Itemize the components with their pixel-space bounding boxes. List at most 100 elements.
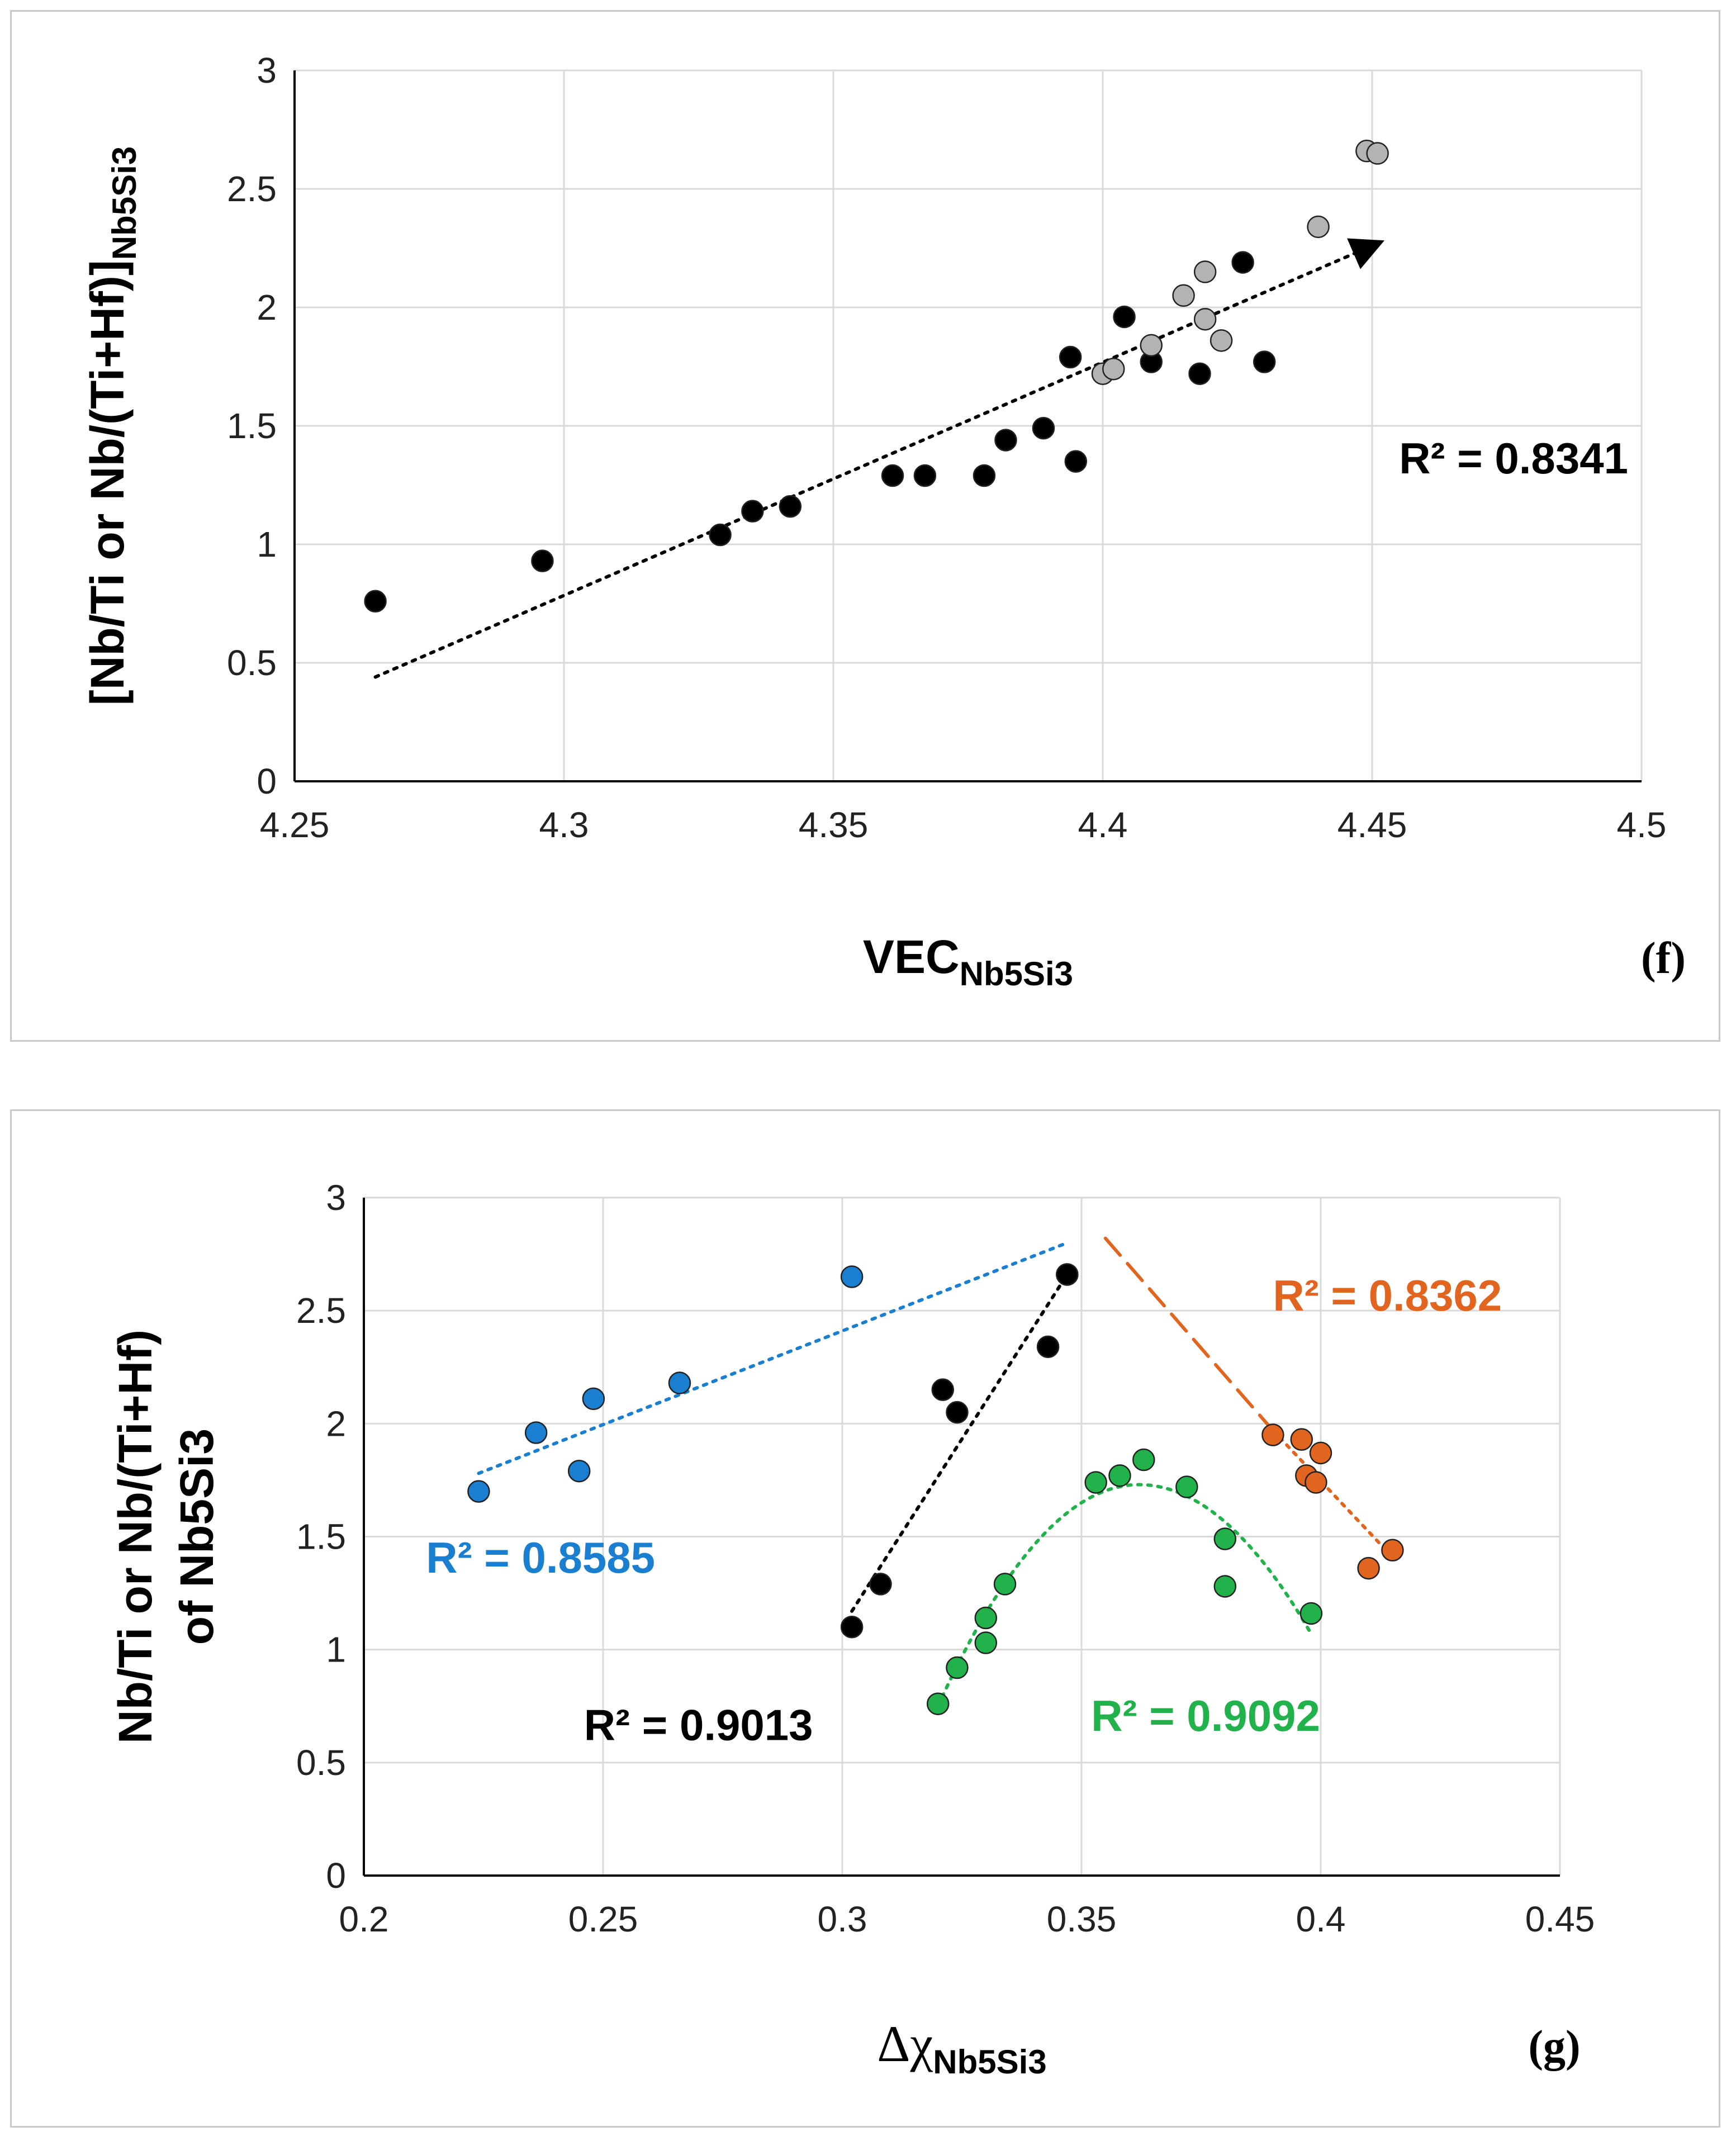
data-point xyxy=(974,1631,998,1654)
data-point xyxy=(1213,1527,1237,1550)
data-point xyxy=(1253,350,1276,373)
data-point xyxy=(524,1421,548,1444)
data-point xyxy=(1113,305,1136,329)
data-point xyxy=(1102,357,1125,381)
panel-g: 0 0.5 1 1.5 2 2.5 3 0.2 0.25 0.3 0.35 0.4 0.45 R² = 0… xyxy=(10,1109,1720,2128)
y-tick-label: 3 xyxy=(326,1178,346,1218)
data-point xyxy=(1305,1471,1327,1494)
data-point xyxy=(364,590,387,613)
data-point xyxy=(926,1692,950,1715)
y-tick-label: 2 xyxy=(326,1403,346,1444)
data-point xyxy=(1132,1448,1155,1472)
y-axis-label-line2: of Nb5Si3 xyxy=(170,1428,223,1645)
x-tick-label: 0.45 xyxy=(1525,1899,1595,1939)
data-point xyxy=(1032,416,1055,440)
y-tick-label: 2 xyxy=(257,287,277,327)
x-axis-label-sub: Nb5Si3 xyxy=(960,955,1073,993)
y-tick-label: 0.5 xyxy=(296,1743,346,1783)
trendline-orange-2 xyxy=(1271,1428,1395,1559)
data-point xyxy=(994,429,1017,452)
y-tick-label: 3 xyxy=(257,50,277,91)
data-point xyxy=(973,464,996,487)
x-axis-label: ΔχNb5Si3 xyxy=(877,2015,1046,2081)
data-point xyxy=(741,500,764,523)
data-point xyxy=(582,1387,605,1411)
data-point xyxy=(567,1459,591,1483)
y-tick-label: 0 xyxy=(326,1855,346,1896)
y-tick-label: 1 xyxy=(326,1630,346,1670)
panel-f: 0 0.5 1 1.5 2 2.5 3 4.25 4.3 4.35 4.4 4.45 4.5 R² = 0… xyxy=(10,10,1720,1042)
data-point xyxy=(1231,251,1254,274)
data-point xyxy=(1172,284,1195,307)
data-point xyxy=(1140,334,1163,357)
trendline xyxy=(373,238,1385,679)
y-axis-label: [Nb/Ti or Nb/(Ti+Hf)]Nb5Si3 xyxy=(81,146,143,706)
data-point xyxy=(1188,362,1211,385)
data-point xyxy=(1381,1539,1404,1562)
data-point xyxy=(840,1265,864,1288)
data-point xyxy=(1059,345,1082,369)
data-point xyxy=(1108,1464,1131,1487)
x-tick-label: 4.45 xyxy=(1337,805,1407,845)
trendline-blue xyxy=(477,1241,1069,1475)
data-point xyxy=(1175,1475,1198,1498)
data-point xyxy=(974,1606,998,1630)
y-tick-label: 1.5 xyxy=(227,406,277,446)
data-point xyxy=(1209,329,1233,352)
r2-annotation-blue: R² = 0.8585 xyxy=(426,1533,655,1582)
x-tick-label: 4.35 xyxy=(799,805,869,845)
trendline-orange xyxy=(1103,1236,1275,1432)
x-axis-label-main: VEC xyxy=(863,931,960,983)
x-axis-label: VECNb5Si3 xyxy=(863,931,1073,993)
panel-label: (f) xyxy=(1641,934,1686,983)
data-point xyxy=(1084,1471,1107,1494)
data-point xyxy=(913,464,937,487)
x-tick-label: 4.4 xyxy=(1078,805,1128,845)
data-point xyxy=(779,495,802,518)
data-point xyxy=(869,1573,892,1596)
x-tick-label: 0.2 xyxy=(339,1899,389,1939)
x-tick-label: 4.25 xyxy=(260,805,330,845)
r2-annotation: R² = 0.8341 xyxy=(1399,434,1628,483)
y-axis-label-line1: Nb/Ti or Nb/(Ti+Hf) xyxy=(109,1330,162,1744)
x-tick-label: 0.3 xyxy=(818,1899,867,1939)
data-point xyxy=(1299,1602,1323,1625)
data-point xyxy=(1056,1263,1079,1286)
x-tick-label: 4.3 xyxy=(539,805,589,845)
data-point xyxy=(840,1615,864,1639)
r2-annotation-orange: R² = 0.8362 xyxy=(1273,1271,1502,1320)
data-point xyxy=(668,1371,691,1394)
trendline-black xyxy=(850,1273,1069,1613)
x-axis-label-main: Δχ xyxy=(877,2015,933,2072)
y-tick-label: 0.5 xyxy=(227,643,277,683)
data-point xyxy=(1309,1441,1332,1465)
y-tick-label: 1 xyxy=(257,524,277,564)
data-point xyxy=(467,1480,490,1503)
y-tick-label: 2.5 xyxy=(227,169,277,209)
data-point xyxy=(1213,1575,1237,1598)
data-point xyxy=(993,1573,1017,1596)
data-point xyxy=(1036,1335,1060,1359)
data-point xyxy=(1064,450,1088,473)
panel-label: (g) xyxy=(1528,2022,1580,2071)
y-tick-label: 0 xyxy=(257,761,277,801)
r2-annotation-green: R² = 0.9092 xyxy=(1091,1691,1320,1740)
x-tick-label: 4.5 xyxy=(1617,805,1667,845)
data-point xyxy=(531,549,554,572)
chart-g: 0 0.5 1 1.5 2 2.5 3 0.2 0.25 0.3 0.35 0.4 0.45 R² = 0… xyxy=(109,1178,1595,2081)
trendline-green xyxy=(936,1483,1313,1708)
x-tick-label: 0.25 xyxy=(568,1899,638,1939)
data-point xyxy=(1290,1428,1313,1451)
data-point xyxy=(1261,1423,1284,1446)
y-axis-label-sub: Nb5Si3 xyxy=(106,146,143,260)
data-point xyxy=(1366,142,1389,165)
chart-f: 0 0.5 1 1.5 2 2.5 3 4.25 4.3 4.35 4.4 4.45 4.5 R² = 0… xyxy=(81,50,1686,993)
y-tick-label: 2.5 xyxy=(296,1290,346,1331)
data-point xyxy=(946,1656,969,1679)
y-axis-label-main: [Nb/Ti or Nb/(Ti+Hf)] xyxy=(81,260,134,705)
x-tick-label: 0.35 xyxy=(1047,1899,1117,1939)
y-tick-label: 1.5 xyxy=(296,1517,346,1557)
data-point xyxy=(1357,1556,1380,1580)
data-point xyxy=(1193,260,1217,283)
data-point xyxy=(1307,215,1330,239)
